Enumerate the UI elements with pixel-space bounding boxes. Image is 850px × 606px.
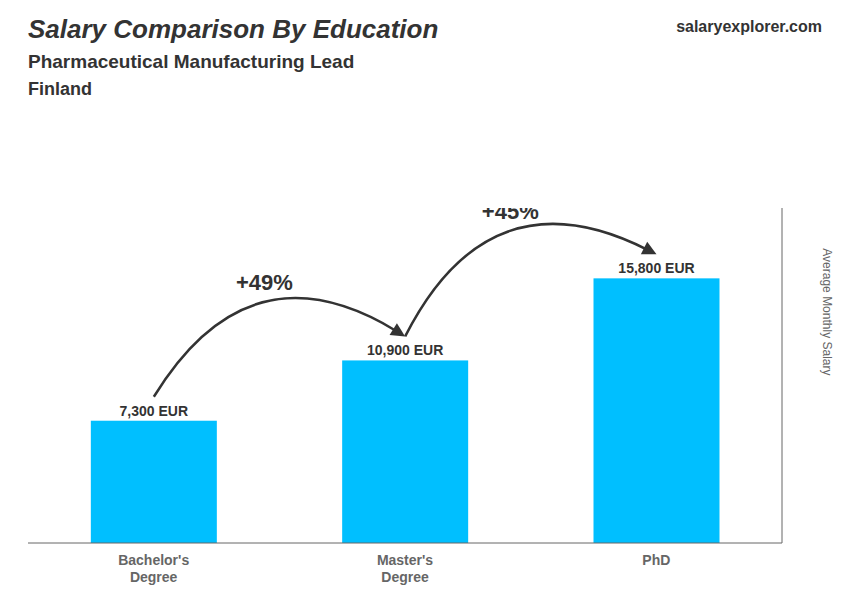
svg-text:PhD: PhD [642,552,670,568]
svg-text:7,300 EUR: 7,300 EUR [120,403,188,419]
svg-text:Average Monthly Salary: Average Monthly Salary [820,248,834,375]
svg-text:15,800 EUR: 15,800 EUR [618,260,694,276]
html-text:salaryexplorer.com: salaryexplorer.com [676,18,822,35]
svg-text:+49%: +49% [236,270,293,295]
svg-text:10,900 EUR: 10,900 EUR [367,342,443,358]
svg-text:Master'sDegree: Master'sDegree [377,552,433,585]
html-text:Pharmaceutical Manufacturing L: Pharmaceutical Manufacturing Lead [28,51,355,72]
html-text:Salary Comparison By Education: Salary Comparison By Education [28,14,439,44]
svg-text:Bachelor'sDegree: Bachelor'sDegree [118,552,189,585]
html-text:Finland: Finland [28,79,92,99]
svg-text:+45%: +45% [482,208,539,224]
